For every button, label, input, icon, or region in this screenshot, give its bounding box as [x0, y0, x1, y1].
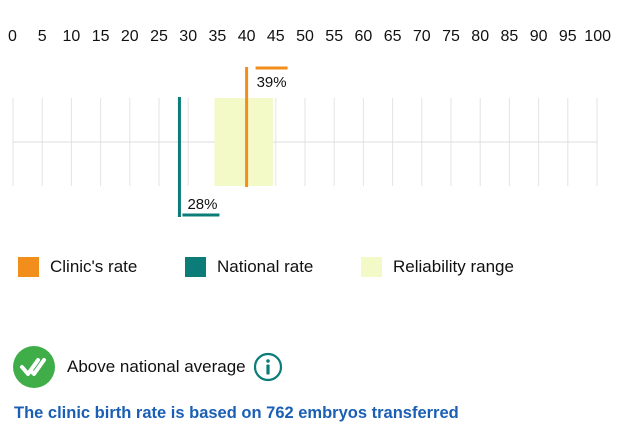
legend-label-national-rate: National rate: [217, 257, 314, 276]
tick-label-75: 75: [442, 28, 460, 45]
chart-grid: [12, 98, 598, 186]
tick-label-25: 25: [150, 28, 168, 45]
tick-label-55: 55: [325, 28, 343, 45]
tick-label-100: 100: [584, 28, 611, 45]
legend-item-reliability-range: Reliability range: [361, 256, 514, 278]
legend-swatch-national-rate: [185, 257, 206, 277]
legend-swatch-reliability-range: [361, 257, 382, 277]
status-row: Above national average: [13, 346, 283, 388]
chart-legend: Clinic's rate National rate Reliability …: [18, 256, 628, 278]
reliability-range-layer: [214, 98, 273, 186]
status-label: Above national average: [67, 357, 246, 376]
tick-label-5: 5: [38, 28, 47, 45]
rate-chart: 0 5 10 15 20 25 30 35 40 45 50 55 60 65 70 75 80 85 90 95 10…: [8, 28, 611, 217]
legend-swatch-clinic-rate: [18, 257, 39, 277]
tick-label-85: 85: [501, 28, 519, 45]
tick-label-95: 95: [559, 28, 577, 45]
info-icon[interactable]: [253, 352, 283, 382]
double-check-icon: [13, 346, 55, 388]
legend-label-reliability-range: Reliability range: [393, 257, 514, 276]
legend-item-national-rate: National rate: [185, 256, 313, 278]
tick-label-65: 65: [384, 28, 402, 45]
national-rate-label: 28%: [187, 196, 217, 213]
tick-label-90: 90: [530, 28, 548, 45]
tick-label-30: 30: [179, 28, 197, 45]
reliability-range-band: [214, 98, 273, 186]
clinic-rate-label: 39%: [257, 74, 287, 91]
tick-label-60: 60: [355, 28, 373, 45]
legend-label-clinic-rate: Clinic's rate: [50, 257, 138, 276]
tick-label-10: 10: [63, 28, 81, 45]
birth-rate-footnote: The clinic birth rate is based on 762 em…: [14, 404, 459, 422]
axis-tick-labels: 0 5 10 15 20 25 30 35 40 45 50 55 60 65 70 75 80 85 90 95 10…: [8, 28, 611, 45]
tick-label-0: 0: [8, 28, 17, 45]
tick-label-45: 45: [267, 28, 285, 45]
tick-label-20: 20: [121, 28, 139, 45]
tick-label-70: 70: [413, 28, 431, 45]
rate-markers: 28% 39%: [177, 66, 288, 217]
tick-label-50: 50: [296, 28, 314, 45]
legend-item-clinic-rate: Clinic's rate: [18, 256, 137, 278]
tick-label-80: 80: [471, 28, 489, 45]
tick-label-15: 15: [92, 28, 110, 45]
tick-label-40: 40: [238, 28, 256, 45]
tick-label-35: 35: [209, 28, 227, 45]
